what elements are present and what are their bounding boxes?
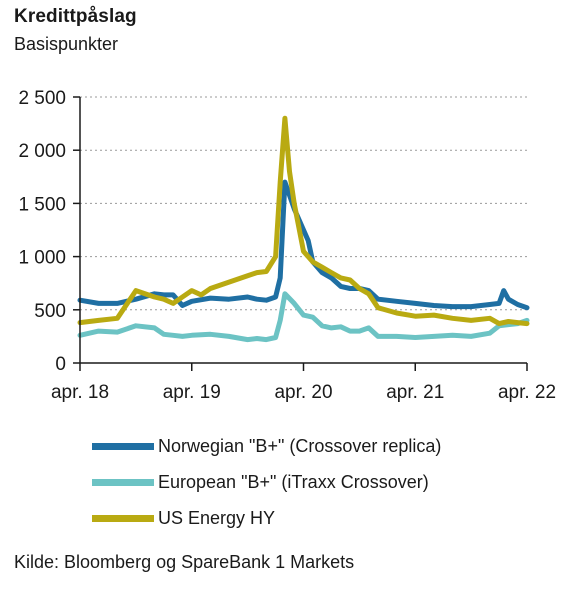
x-tick-label: apr. 18 [51,382,109,403]
series-line-european [77,291,530,343]
y-tick-label: 1 000 [18,248,66,269]
x-tick-label: apr. 20 [274,382,332,403]
y-tick-label: 0 [55,354,66,375]
legend-swatch-norwegian [92,442,154,450]
legend-item-european: European "B+" (iTraxx Crossover) [92,464,441,500]
series-layer [77,115,530,343]
x-tick-label: apr. 19 [163,382,221,403]
legend-swatch-us-energy [92,514,154,522]
y-tick-label: 2 500 [18,88,66,109]
legend-label-us-energy: US Energy HY [158,507,276,528]
legend-label-norwegian: Norwegian "B+" (Crossover replica) [158,435,442,456]
source-note: Kilde: Bloomberg og SpareBank 1 Markets [14,552,355,572]
legend-item-us-energy: US Energy HY [92,500,441,536]
chart-title: Kredittpåslag [14,6,137,27]
legend-swatch-european [92,478,154,486]
y-tick-label: 2 000 [18,141,66,162]
legend-label-european: European "B+" (iTraxx Crossover) [158,471,429,492]
series-line-us_energy [77,115,530,327]
chart-subtitle: Basispunkter [14,34,119,54]
x-tick-label: apr. 21 [386,382,444,403]
legend: Norwegian "B+" (Crossover replica) Europ… [92,428,441,536]
legend-item-norwegian: Norwegian "B+" (Crossover replica) [92,428,441,464]
y-axis-ticks: 0 500 1 000 1 500 2 000 2 500 [18,88,80,375]
y-tick-label: 1 500 [18,194,66,215]
x-axis-ticks: apr. 18 apr. 19 apr. 20 apr. 21 apr. 22 [51,363,556,403]
grid-layer [80,96,527,311]
x-tick-label: apr. 22 [498,382,556,403]
y-tick-label: 500 [34,301,66,322]
